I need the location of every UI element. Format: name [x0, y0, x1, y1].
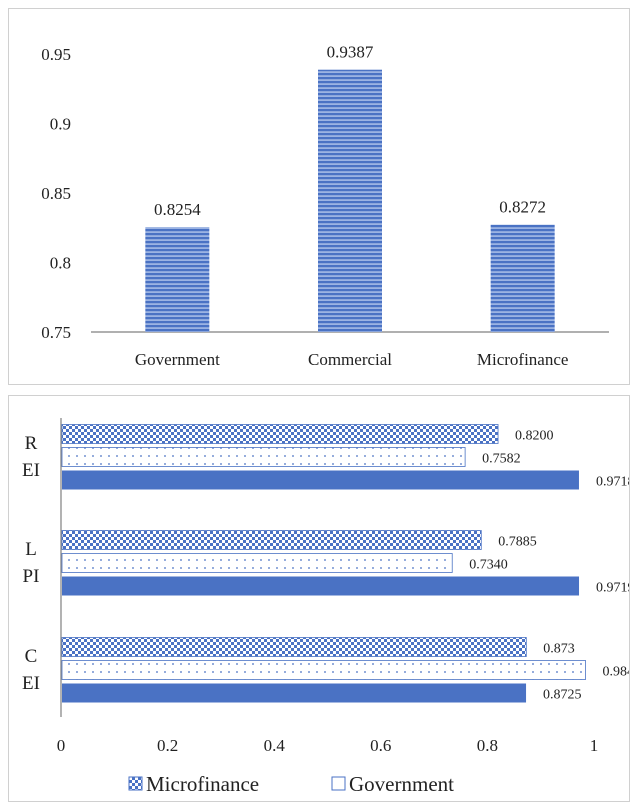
bar-data-label: 0.7582 — [482, 452, 521, 467]
horizontal-bar-chart-panel: R EI 0.8200 0.7582 0.9718 L PI 0.7885 0.7340 0.97… — [8, 395, 630, 802]
group-label: PI — [23, 566, 40, 587]
bar-data-label: 0.9719 — [596, 581, 629, 596]
bar — [145, 227, 210, 332]
y-tick-label: 0.9 — [50, 115, 71, 134]
group-label: C — [25, 646, 38, 667]
x-tick-label: 1 — [590, 736, 599, 755]
bar-data-label: 0.8200 — [515, 429, 554, 444]
bar-data-label: 0.9718 — [596, 475, 629, 490]
x-category-label: Commercial — [308, 350, 392, 369]
x-tick-label: 0 — [57, 736, 66, 755]
bar — [61, 553, 453, 573]
group-label: EI — [22, 673, 40, 694]
bar — [62, 576, 580, 596]
bar — [62, 683, 527, 703]
group-label: R — [25, 433, 38, 454]
group-label: EI — [22, 460, 40, 481]
bar-data-label: 0.873 — [543, 642, 575, 657]
x-tick-label: 0.4 — [264, 736, 286, 755]
bar-data-label: 0.8725 — [543, 688, 582, 703]
bar — [61, 660, 586, 680]
y-tick-label: 0.95 — [41, 45, 71, 64]
legend-label: Microfinance — [146, 772, 259, 796]
vertical-bar-chart: 0.75 0.8 0.85 0.9 0.95 0.8254 Government 0.9387… — [41, 43, 609, 369]
legend-swatch-government — [331, 776, 346, 791]
y-tick-label: 0.75 — [41, 323, 71, 342]
bar — [61, 424, 499, 444]
bar — [318, 69, 382, 332]
bar — [61, 530, 482, 550]
bar-data-label: 0.8254 — [154, 200, 201, 219]
y-tick-label: 0.85 — [41, 184, 71, 203]
bar-data-label: 0.8272 — [499, 198, 546, 217]
bar — [61, 637, 527, 657]
bar — [61, 447, 466, 467]
x-tick-label: 0.8 — [477, 736, 498, 755]
bar-data-label: 0.9387 — [327, 43, 374, 62]
x-tick-label: 0.2 — [157, 736, 178, 755]
bar-data-label: 0.9841 — [603, 665, 629, 680]
bar — [490, 224, 555, 332]
x-tick-label: 0.6 — [370, 736, 391, 755]
bar-data-label: 0.7340 — [469, 558, 508, 573]
bar — [62, 470, 579, 490]
bar-data-label: 0.7885 — [498, 535, 537, 550]
x-category-label: Microfinance — [477, 350, 569, 369]
legend-label: Government — [349, 772, 454, 796]
legend-swatch-microfinance — [128, 776, 143, 791]
group-label: L — [25, 539, 37, 560]
horizontal-bar-chart: R EI 0.8200 0.7582 0.9718 L PI 0.7885 0.7340 0.97… — [22, 418, 629, 796]
y-tick-label: 0.8 — [50, 254, 71, 273]
x-category-label: Government — [135, 350, 220, 369]
vertical-bar-chart-panel: 0.75 0.8 0.85 0.9 0.95 0.8254 Government 0.9387… — [8, 8, 630, 385]
